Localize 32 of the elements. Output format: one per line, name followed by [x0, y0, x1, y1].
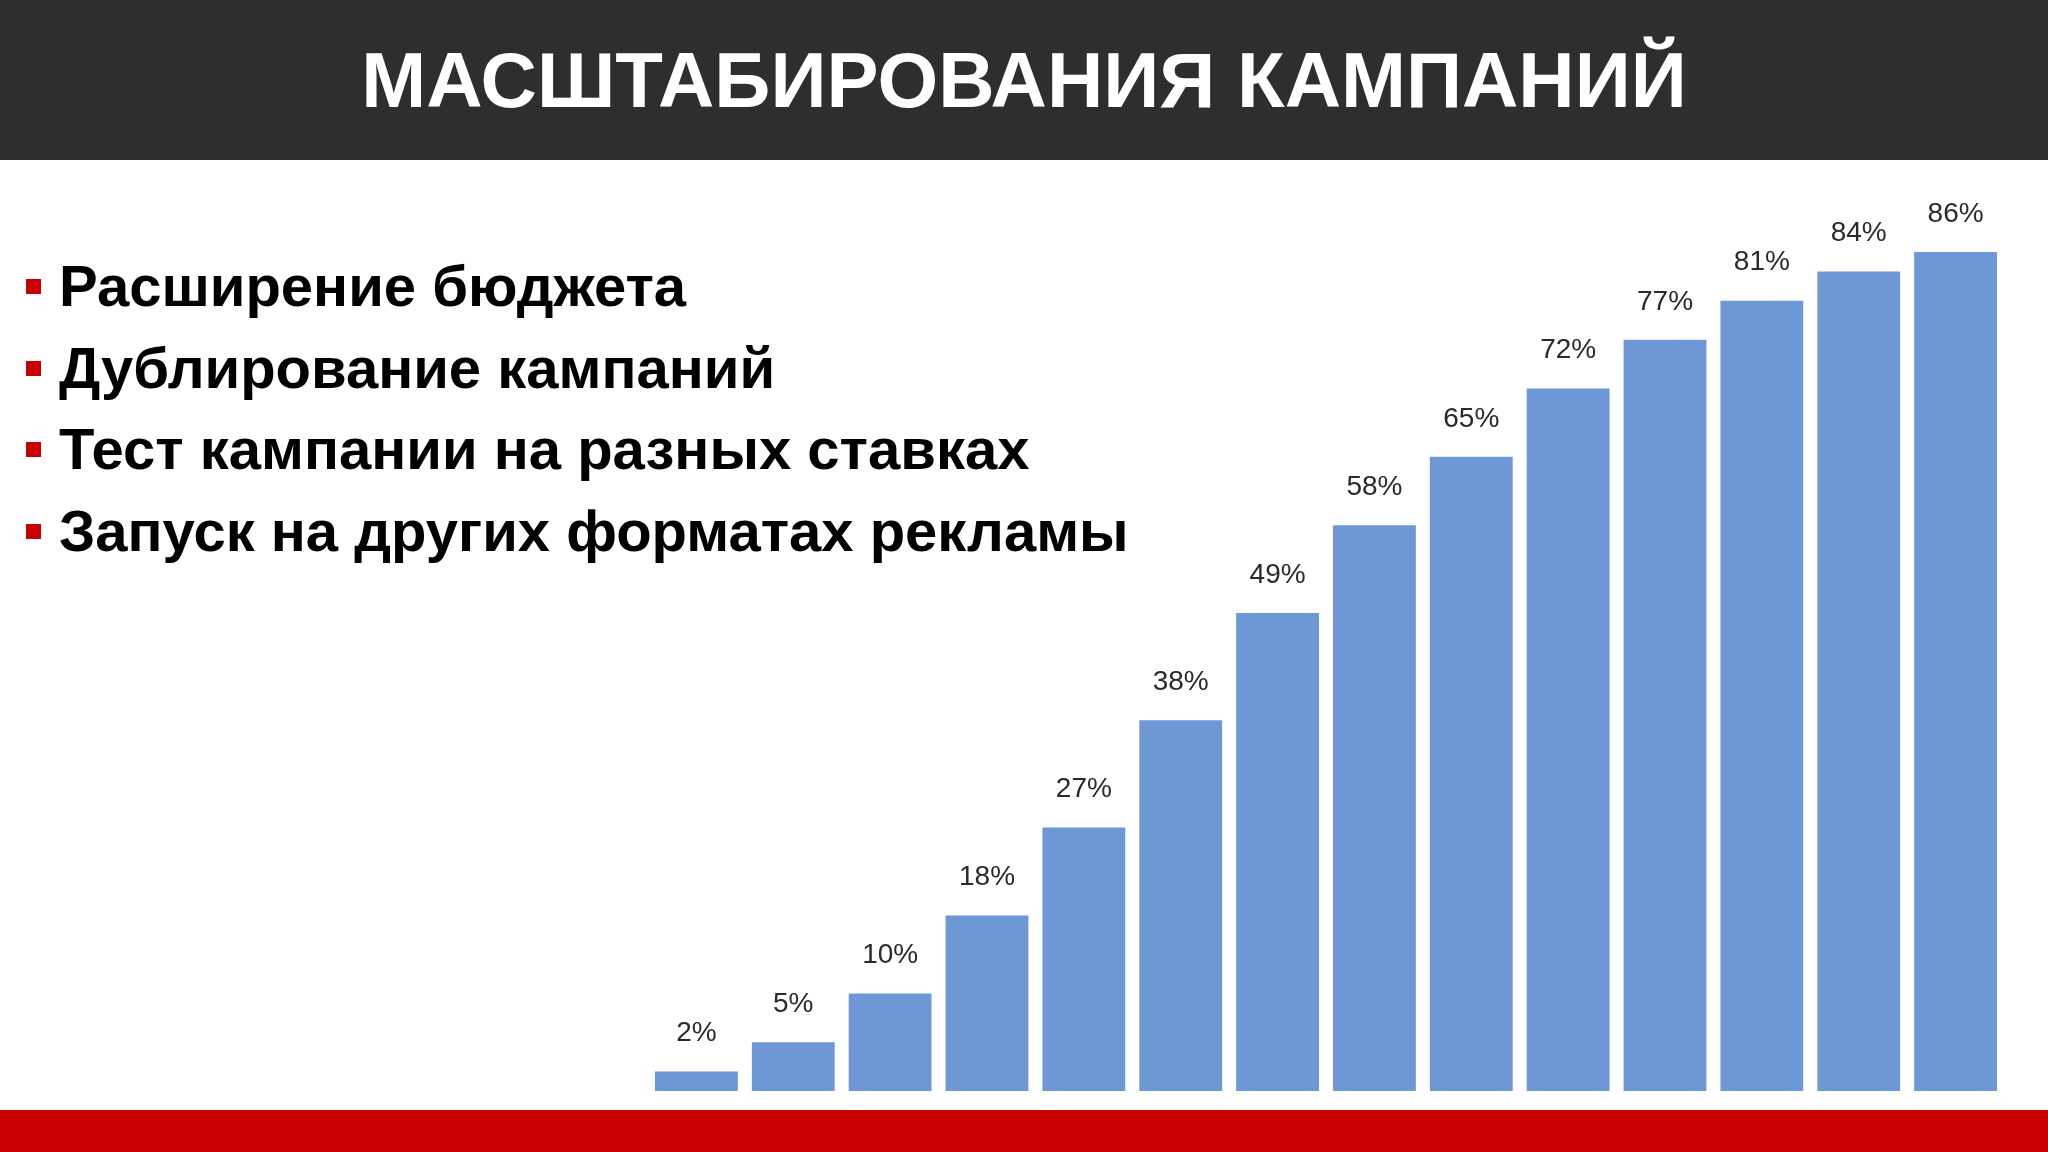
bar [1139, 720, 1223, 1091]
data-label: 58% [1346, 469, 1403, 501]
bar [751, 1042, 835, 1091]
data-label: 2% [676, 1016, 717, 1048]
bar [1429, 456, 1513, 1091]
data-label: 5% [773, 986, 814, 1018]
data-label: 18% [958, 860, 1016, 892]
data-label: 81% [1733, 245, 1790, 277]
data-label: 10% [862, 938, 919, 970]
bar [1623, 339, 1707, 1091]
bar [1817, 271, 1901, 1091]
data-label: 72% [1540, 333, 1597, 365]
bar [1236, 612, 1319, 1091]
bar [655, 1071, 738, 1091]
bar [1042, 827, 1126, 1091]
bar [1720, 300, 1804, 1091]
bar [1914, 252, 1997, 1091]
annotation: Запуск на других форматах рекламы [59, 497, 1129, 563]
data-label: 86% [1927, 196, 1984, 228]
annotation: Дублирование кампаний [59, 334, 776, 400]
data-label: 65% [1443, 401, 1500, 433]
bar [1526, 388, 1610, 1091]
annotation: Расширение бюджета [59, 253, 687, 318]
data-label: 77% [1636, 284, 1694, 316]
bar [1333, 525, 1416, 1091]
data-label: 49% [1249, 557, 1306, 589]
data-label: 38% [1152, 665, 1209, 696]
data-label: 84% [1830, 216, 1887, 248]
bar [848, 993, 932, 1091]
data-label: 27% [1055, 772, 1112, 804]
bar [945, 915, 1029, 1091]
annotation: Тест кампании на разных ставках [59, 416, 1030, 481]
